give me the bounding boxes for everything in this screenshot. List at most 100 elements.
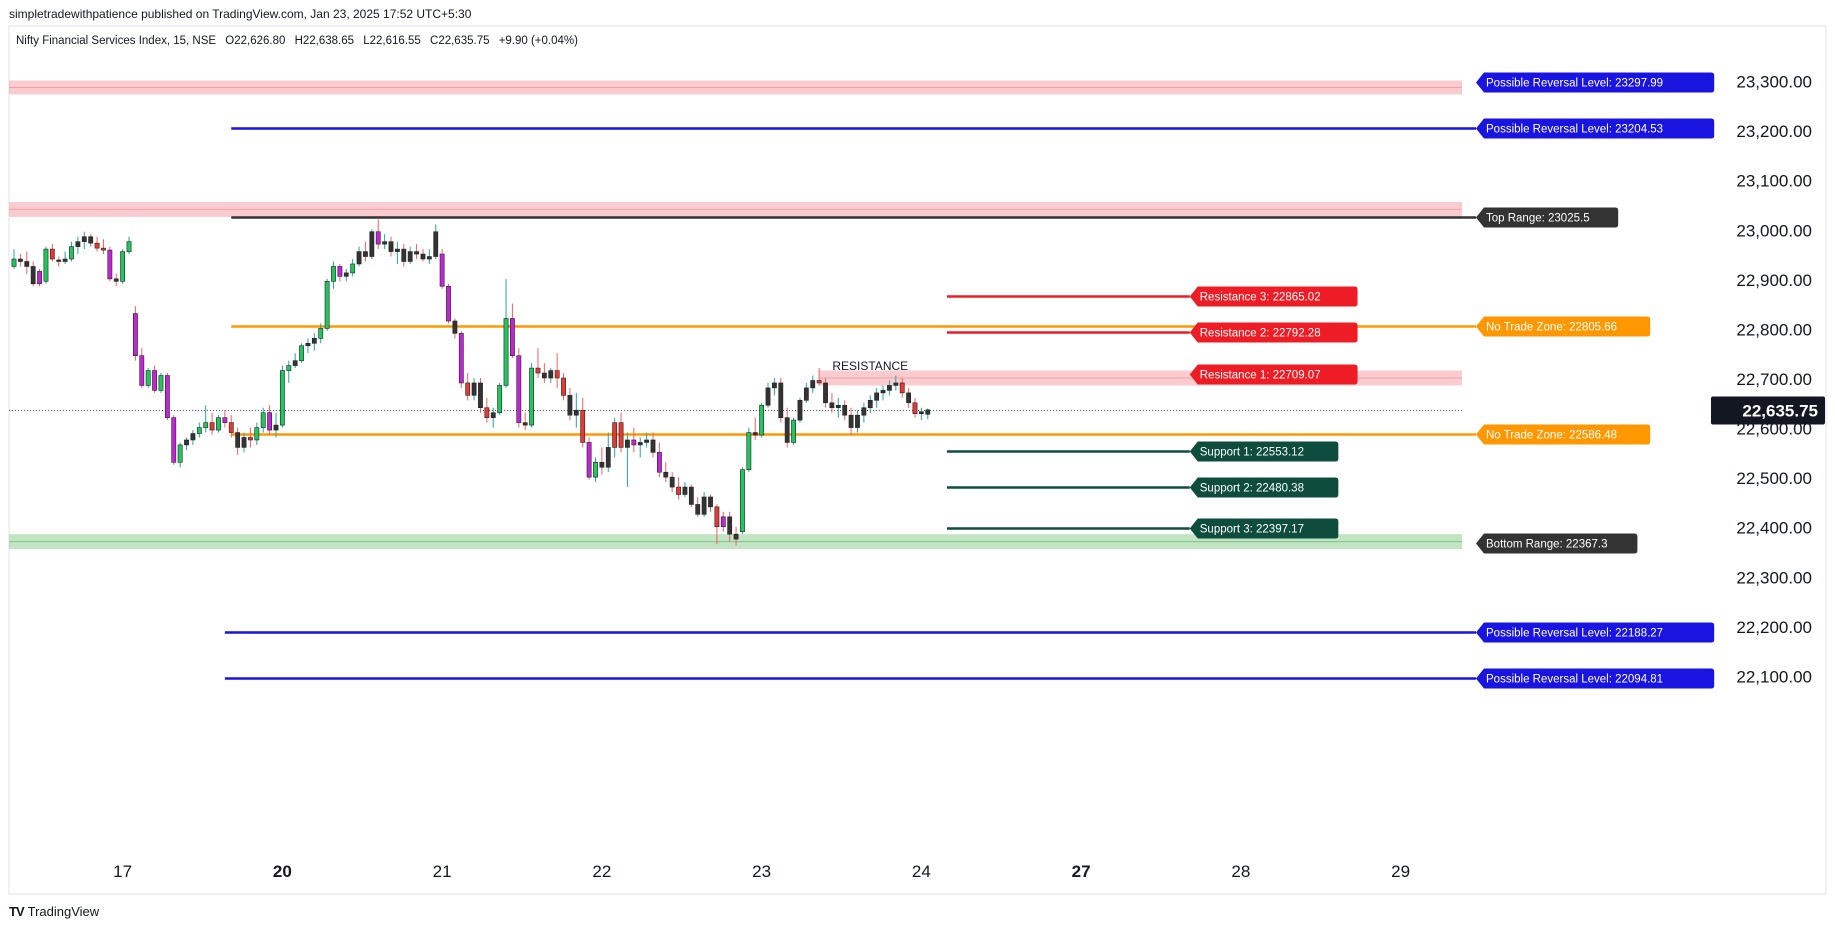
candle-body-40 — [267, 412, 272, 431]
candle-39 — [260, 407, 266, 433]
candle-body-136 — [880, 390, 886, 394]
candle-body-96 — [625, 439, 630, 448]
candle-101 — [656, 442, 662, 478]
price-axis[interactable]: 23,300.00 23,200.00 23,100.00 23,000.00 22,9… — [1736, 73, 1812, 687]
candle-body-137 — [887, 385, 892, 391]
candle-82 — [535, 348, 541, 378]
candle-5 — [43, 246, 49, 284]
candle-body-93 — [605, 447, 611, 468]
candle-body-68 — [446, 285, 451, 322]
level-label-text-6: Resistance 1: 22709.07 — [1200, 370, 1321, 382]
level-label-text-13: Possible Reversal Level: 22094.81 — [1486, 674, 1663, 686]
candle-115 — [746, 427, 752, 473]
level-label-5: Resistance 2: 22792.28 — [1189, 322, 1358, 343]
candle-body-49 — [324, 281, 330, 329]
candle-49 — [324, 278, 330, 331]
candle-90 — [586, 437, 592, 480]
candle-body-75 — [490, 412, 496, 418]
candle-139 — [899, 378, 905, 398]
candle-45 — [299, 343, 304, 364]
candle-74 — [484, 397, 490, 423]
candle-body-19 — [133, 313, 138, 356]
candle-body-17 — [120, 251, 126, 282]
candle-body-8 — [62, 258, 68, 262]
candle-13 — [94, 236, 100, 252]
candle-body-112 — [727, 516, 733, 535]
candle-body-100 — [650, 439, 656, 453]
candle-11 — [81, 231, 87, 250]
candle-119 — [772, 378, 777, 396]
y-tick-label-6: 22,700.00 — [1736, 370, 1812, 389]
candle-body-106 — [688, 486, 694, 505]
candle-body-107 — [695, 504, 701, 515]
candle-58 — [382, 234, 388, 250]
candle-77 — [503, 278, 509, 388]
candle-body-120 — [778, 382, 784, 418]
candle-109 — [708, 494, 713, 512]
candle-body-82 — [535, 367, 541, 374]
candle-95 — [618, 412, 624, 453]
candle-body-60 — [394, 248, 400, 252]
y-tick-label-12: 22,100.00 — [1736, 667, 1812, 686]
candle-body-43 — [286, 365, 292, 371]
candle-body-56 — [369, 231, 375, 257]
candle-body-5 — [43, 248, 49, 282]
tradingview-brand[interactable]: TV TradingView — [9, 904, 99, 919]
time-axis[interactable]: 17 20 21 22 23 24 27 28 29 — [113, 862, 1410, 881]
candle-102 — [663, 462, 669, 483]
candle-136 — [880, 385, 886, 401]
candle-123 — [797, 397, 803, 423]
candle-body-78 — [510, 318, 515, 356]
level-label-bg-2 — [1476, 207, 1619, 228]
candle-body-135 — [874, 392, 880, 401]
candle-body-121 — [784, 417, 790, 443]
level-label-text-10: Support 3: 22397.17 — [1200, 524, 1304, 536]
candle-body-130 — [842, 404, 848, 416]
candle-body-84 — [548, 370, 554, 379]
level-label-bg-10 — [1189, 518, 1339, 539]
candle-body-109 — [708, 496, 713, 508]
y-tick-label-10: 22,300.00 — [1736, 568, 1812, 587]
level-label-0: Possible Reversal Level: 23297.99 — [1476, 72, 1715, 93]
candle-body-71 — [465, 382, 471, 396]
symbol-name[interactable]: Nifty Financial Services Index, 15, NSE — [16, 35, 217, 47]
level-label-text-11: Bottom Range: 22367.3 — [1486, 539, 1607, 551]
candle-10 — [75, 236, 81, 255]
candle-body-52 — [343, 272, 349, 277]
candle-15 — [107, 246, 113, 282]
candle-body-53 — [350, 263, 356, 274]
candle-body-12 — [88, 236, 94, 244]
level-label-6: Resistance 1: 22709.07 — [1189, 364, 1358, 385]
candle-134 — [867, 395, 873, 413]
candle-6 — [49, 244, 55, 262]
candle-body-127 — [823, 382, 828, 404]
candle-56 — [369, 229, 375, 260]
level-label-11: Bottom Range: 22367.3 — [1476, 533, 1638, 554]
candle-body-39 — [260, 412, 266, 428]
candle-2 — [24, 251, 30, 274]
candle-body-104 — [676, 486, 681, 495]
y-tick-label-0: 23,300.00 — [1736, 73, 1812, 92]
candle-body-33 — [222, 417, 228, 423]
candle-8 — [62, 251, 68, 264]
candle-121 — [784, 407, 790, 448]
candle-body-69 — [452, 320, 458, 334]
y-tick-label-5: 22,800.00 — [1736, 320, 1812, 339]
candle-body-142 — [918, 411, 924, 414]
candle-97 — [631, 427, 637, 453]
candle-body-65 — [426, 256, 432, 260]
candle-body-36 — [241, 437, 247, 448]
candle-body-16 — [113, 278, 119, 282]
candle-55 — [363, 241, 368, 262]
y-tick-label-8: 22,500.00 — [1736, 469, 1812, 488]
candle-135 — [874, 387, 880, 408]
candle-140 — [906, 387, 911, 408]
candle-37 — [248, 427, 253, 448]
brand-text: TradingView — [27, 904, 100, 919]
candle-107 — [695, 496, 701, 517]
level-label-bg-9 — [1189, 477, 1339, 498]
candle-143 — [925, 408, 931, 420]
candle-44 — [292, 353, 298, 369]
ohlc-values: O22,626.80 H22,638.65 L22,616.55 C22,635… — [225, 35, 584, 47]
